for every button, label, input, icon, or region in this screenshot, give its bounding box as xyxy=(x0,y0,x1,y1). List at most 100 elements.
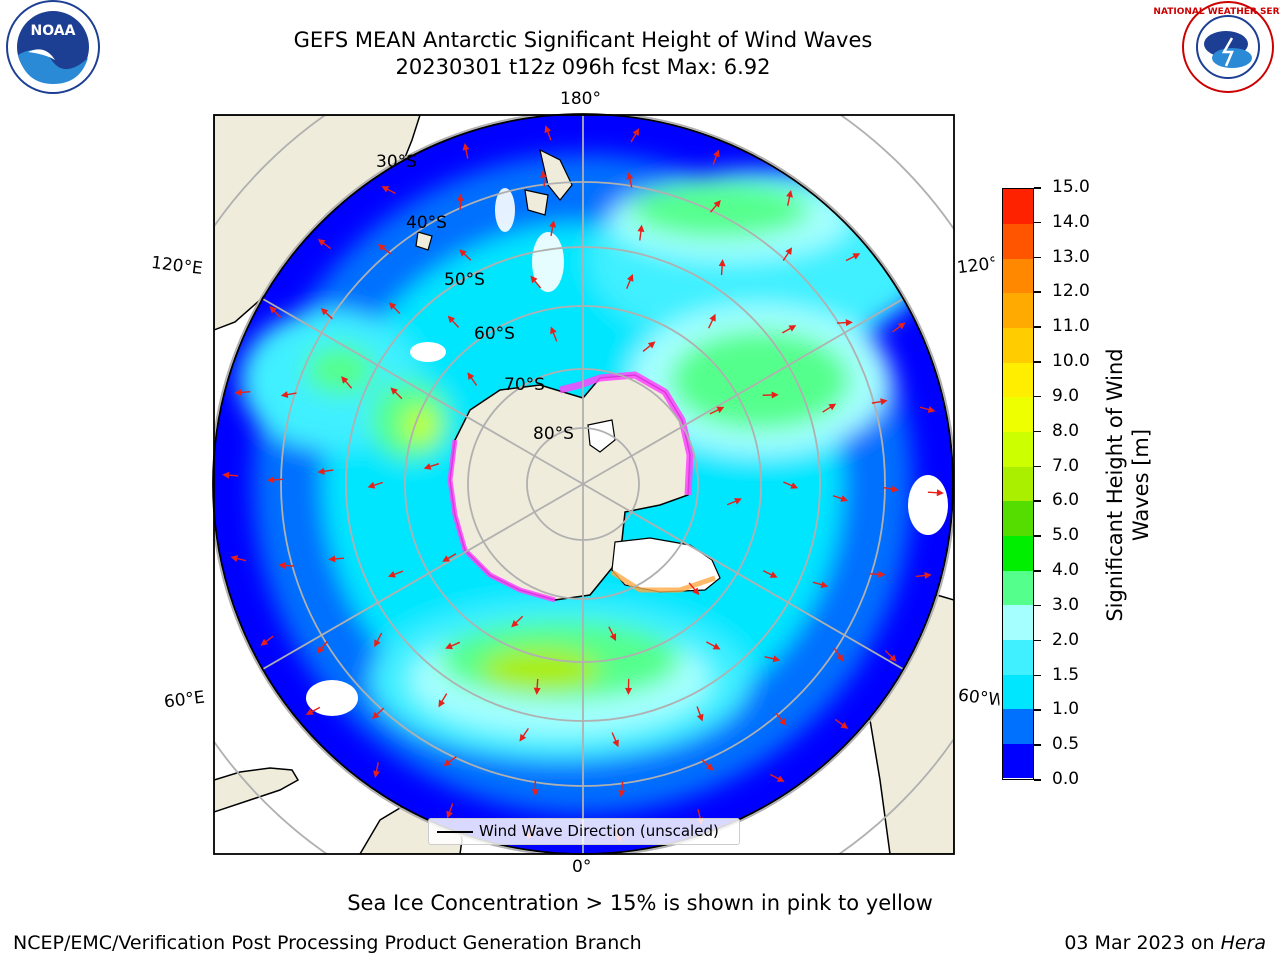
land-new-zealand-south xyxy=(524,189,549,216)
wind-arrow xyxy=(550,326,558,342)
wind-arrow xyxy=(388,302,401,315)
colorbar-tick-label: 14.0 xyxy=(1052,211,1090,232)
wind-arrow xyxy=(267,476,284,484)
lat-label-60s: 60°S xyxy=(474,324,515,344)
wind-arrow xyxy=(446,803,454,819)
wind-arrow xyxy=(884,650,897,662)
lon-label-180: 180° xyxy=(560,89,601,109)
wind-arrow xyxy=(467,372,478,386)
wind-arrow xyxy=(234,388,251,396)
wind-arrow xyxy=(726,498,742,506)
wind-arrow xyxy=(882,485,899,493)
wind-arrow xyxy=(696,706,704,722)
colorbar-segment xyxy=(1003,223,1033,259)
colorbar-tick-mark xyxy=(1034,500,1041,502)
colorbar-tick-mark xyxy=(1034,256,1041,259)
nws-logo xyxy=(1182,1,1274,93)
colorbar-segment xyxy=(1003,604,1033,640)
colorbar-tick-label: 7.0 xyxy=(1052,455,1080,476)
wind-arrow xyxy=(278,561,295,569)
map-frame xyxy=(213,114,955,855)
wind-arrow xyxy=(367,481,383,489)
wind-arrow xyxy=(539,170,547,187)
wind-arrow xyxy=(708,313,716,329)
wind-arrow xyxy=(611,732,619,748)
colorbar-tick-label: 0.5 xyxy=(1052,734,1080,755)
wind-arrow xyxy=(222,471,239,479)
colorbar-tick-label: 1.0 xyxy=(1052,699,1080,720)
colorbar-segment xyxy=(1003,466,1033,502)
wind-arrow xyxy=(786,190,793,206)
footer-right: 03 Mar 2023 on Hera xyxy=(1064,932,1266,954)
colorbar-tick-mark xyxy=(1034,430,1041,433)
footer-date: 03 Mar 2023 on xyxy=(1064,932,1215,954)
wind-arrow xyxy=(438,693,448,708)
colorbar-segment xyxy=(1003,500,1033,536)
colorbar-tick-label: 12.0 xyxy=(1052,281,1090,302)
wind-arrow xyxy=(456,193,464,210)
wind-arrow xyxy=(626,172,634,188)
ice-shelf-ross xyxy=(587,419,616,453)
colorbar-tick-label: 15.0 xyxy=(1052,177,1090,197)
wind-arrow xyxy=(762,391,779,399)
wind-arrow xyxy=(630,128,640,143)
wind-arrow xyxy=(459,249,472,261)
wind-arrow xyxy=(871,398,888,406)
colorbar-tick-label: 6.0 xyxy=(1052,490,1080,511)
wind-arrow xyxy=(618,781,626,798)
colorbar-tick-mark xyxy=(1034,465,1041,468)
wind-arrow xyxy=(706,641,721,650)
colorbar-tick-mark xyxy=(1034,221,1041,224)
colorbar-tick-mark xyxy=(1034,187,1041,189)
colorbar-tick-label: 8.0 xyxy=(1052,420,1080,441)
wind-arrow xyxy=(608,626,617,642)
sea-ice-indian xyxy=(447,439,556,603)
nws-logo-text: NATIONAL WEATHER SERVICE xyxy=(1153,7,1280,17)
colorbar-title-line1: Significant Height of Wind xyxy=(1103,348,1127,622)
wind-arrow xyxy=(783,481,799,489)
lat-label-30s: 30°S xyxy=(376,152,417,172)
wind-arrow xyxy=(637,224,645,241)
colorbar-tick-mark xyxy=(1034,291,1041,293)
wind-arrow xyxy=(230,555,247,562)
legend-line-symbol xyxy=(437,831,473,833)
wind-arrow xyxy=(371,707,385,720)
lon-label-0: 0° xyxy=(572,857,592,877)
colorbar-tick-label: 5.0 xyxy=(1052,525,1080,546)
colorbar-segment xyxy=(1003,708,1033,744)
lat-label-70s: 70°S xyxy=(504,375,545,395)
lat-label-50s: 50°S xyxy=(444,270,485,290)
wind-arrow xyxy=(836,319,853,327)
wind-arrow xyxy=(374,632,383,648)
wind-arrow xyxy=(832,495,849,502)
wind-arrow xyxy=(892,322,906,333)
wind-arrow xyxy=(782,247,793,261)
colorbar-tick-label: 11.0 xyxy=(1052,316,1090,337)
colorbar-tick-label: 2.0 xyxy=(1052,629,1080,650)
colorbar-segment xyxy=(1003,431,1033,467)
wind-arrow xyxy=(317,238,332,250)
wind-arrow xyxy=(269,305,282,318)
wind-arrow xyxy=(718,259,726,276)
legend-label: Wind Wave Direction (unscaled) xyxy=(479,822,719,840)
colorbar-title-line2: Waves [m] xyxy=(1129,428,1153,542)
colorbar-tick-label: 3.0 xyxy=(1052,594,1080,615)
colorbar-tick-mark xyxy=(1034,639,1041,642)
colorbar-tick-mark xyxy=(1034,604,1041,607)
colorbar-tick-label: 0.0 xyxy=(1052,769,1080,789)
wind-arrow xyxy=(373,762,380,778)
noaa-logo xyxy=(6,0,100,94)
wind-arrow xyxy=(341,376,353,389)
colorbar-tick-label: 13.0 xyxy=(1052,246,1090,267)
wind-arrow xyxy=(423,463,440,470)
colorbar-segment xyxy=(1003,396,1033,433)
wind-arrow xyxy=(919,406,936,413)
map-legend: Wind Wave Direction (unscaled) xyxy=(428,818,740,845)
colorbar-tick-mark xyxy=(1034,361,1041,363)
wind-arrow xyxy=(280,391,297,399)
wind-arrow xyxy=(762,570,778,578)
colorbar-segment xyxy=(1003,258,1033,294)
colorbar-tick-label: 10.0 xyxy=(1052,351,1090,372)
footer-left: NCEP/EMC/Verification Post Processing Pr… xyxy=(13,932,642,954)
